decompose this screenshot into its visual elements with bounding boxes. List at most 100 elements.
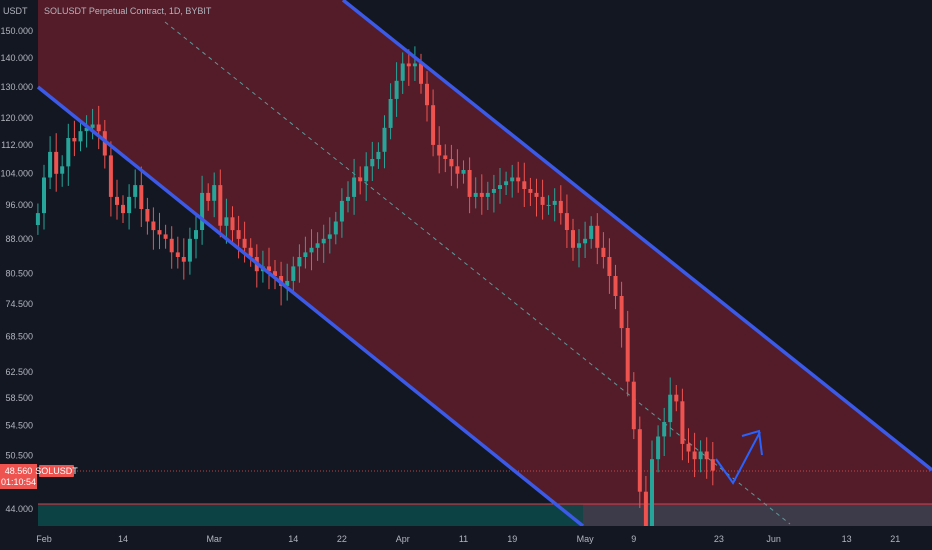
candle-body bbox=[206, 192, 211, 201]
y-tick-label: 58.500 bbox=[5, 393, 33, 403]
candle-body bbox=[558, 200, 563, 214]
y-tick-label: 104.000 bbox=[0, 169, 33, 179]
y-tick-label: 68.500 bbox=[5, 332, 33, 342]
candle-body bbox=[504, 181, 509, 186]
y-tick-label: 74.500 bbox=[5, 299, 33, 309]
y-tick-label: 112.000 bbox=[1, 140, 33, 150]
candle-body bbox=[698, 451, 703, 460]
current-price-tag: 48.560 01:10:54 bbox=[0, 464, 37, 489]
candle-body bbox=[327, 234, 332, 239]
y-tick-label: 44.000 bbox=[5, 504, 33, 514]
candle-body bbox=[601, 247, 606, 257]
candle-body bbox=[449, 159, 454, 167]
candle-body bbox=[60, 166, 65, 174]
candle-body bbox=[102, 131, 107, 156]
candle-body bbox=[516, 177, 521, 182]
candle-body bbox=[394, 80, 399, 99]
projection-arrow bbox=[715, 431, 761, 485]
candle-body bbox=[412, 63, 417, 67]
candle-body bbox=[656, 436, 661, 460]
candle-body bbox=[491, 189, 496, 193]
candle-body bbox=[346, 196, 350, 201]
x-tick-label: 14 bbox=[118, 534, 128, 544]
candle-body bbox=[236, 230, 241, 239]
candle-body bbox=[230, 217, 235, 231]
x-tick-label: 22 bbox=[337, 534, 347, 544]
candle-body bbox=[139, 185, 144, 209]
x-axis: Feb 14 Mar 14 22 Apr 11 19 May 9 23 Jun 13 21 bbox=[36, 534, 900, 544]
candle-body bbox=[607, 257, 612, 276]
x-tick-label: 11 bbox=[459, 534, 468, 544]
x-tick-label: Feb bbox=[36, 534, 52, 544]
candle-body bbox=[704, 451, 709, 460]
y-tick-label: 62.500 bbox=[5, 367, 33, 377]
candle-body bbox=[589, 225, 594, 239]
candle-body bbox=[662, 422, 667, 437]
candle-body bbox=[303, 252, 308, 257]
candle-body bbox=[540, 196, 545, 205]
candle-body bbox=[388, 99, 393, 128]
candle-body bbox=[376, 151, 381, 160]
candles bbox=[35, 46, 715, 526]
candle-body bbox=[631, 381, 636, 430]
candle-body bbox=[339, 200, 344, 222]
candle-body bbox=[358, 177, 363, 182]
candle-body bbox=[577, 243, 581, 248]
candle-body bbox=[291, 266, 296, 281]
candle-body bbox=[181, 257, 186, 262]
candle-body bbox=[613, 276, 618, 296]
candle-body bbox=[583, 238, 588, 244]
candle-body bbox=[84, 127, 89, 132]
candle-body bbox=[668, 394, 673, 423]
x-tick-label: 23 bbox=[714, 534, 724, 544]
y-tick-label: 96.000 bbox=[5, 200, 33, 210]
y-tick-label: 130.000 bbox=[0, 82, 33, 92]
candle-body bbox=[437, 144, 442, 156]
candle-body bbox=[157, 230, 162, 235]
candle-body bbox=[680, 401, 685, 444]
candle-body bbox=[692, 451, 697, 460]
candle-body bbox=[546, 204, 551, 206]
candle-body bbox=[382, 127, 387, 152]
channel-upper-line bbox=[341, 0, 932, 472]
channel-fill bbox=[38, 0, 932, 526]
current-price-countdown: 01:10:54 bbox=[1, 477, 36, 487]
candle-body bbox=[242, 238, 247, 248]
symbol-tag-label: SOLUSDT bbox=[35, 466, 78, 476]
current-price-value: 48.560 bbox=[5, 466, 33, 476]
chart-title: SOLUSDT Perpetual Contract, 1D, BYBIT bbox=[44, 6, 212, 16]
candle-body bbox=[425, 83, 429, 106]
candle-body bbox=[48, 151, 53, 178]
candle-body bbox=[619, 296, 624, 329]
candle-body bbox=[479, 192, 484, 197]
y-tick-label: 50.500 bbox=[5, 450, 33, 460]
candle-body bbox=[370, 159, 375, 167]
y-tick-label: 120.000 bbox=[0, 113, 33, 123]
candle-body bbox=[42, 177, 46, 214]
projection-arrowhead bbox=[741, 429, 763, 456]
candle-body bbox=[455, 166, 460, 174]
candle-body bbox=[321, 238, 326, 244]
candle-body bbox=[461, 170, 466, 174]
candle-body bbox=[273, 271, 277, 276]
candle-body bbox=[66, 138, 71, 167]
x-tick-label: 13 bbox=[842, 534, 852, 544]
x-tick-label: Mar bbox=[206, 534, 222, 544]
candle-body bbox=[297, 257, 302, 267]
candle-body bbox=[267, 266, 271, 272]
candle-body bbox=[133, 185, 138, 197]
candle-body bbox=[90, 124, 95, 128]
candle-body bbox=[534, 192, 539, 197]
candle-body bbox=[96, 124, 101, 132]
candle-body bbox=[510, 177, 515, 182]
candle-body bbox=[674, 394, 679, 402]
channel-lower-line bbox=[36, 85, 585, 526]
y-tick-label: 54.500 bbox=[5, 421, 33, 431]
candle-body bbox=[419, 63, 423, 84]
y-tick-label: 80.500 bbox=[5, 269, 33, 279]
y-unit-label: USDT bbox=[3, 6, 28, 16]
symbol-tag: SOLUSDT bbox=[35, 465, 78, 477]
candle-body bbox=[333, 221, 338, 235]
y-tick-label: 150.000 bbox=[0, 26, 33, 36]
